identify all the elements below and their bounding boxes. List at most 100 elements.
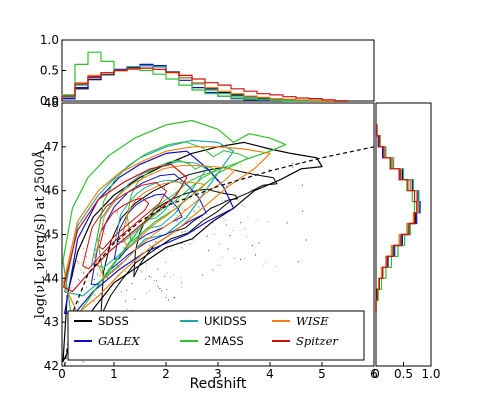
scatter-point-galex	[164, 275, 166, 277]
scatter-point-2mass	[218, 243, 220, 245]
scatter-point-sdss	[160, 206, 161, 208]
scatter-point-wise	[263, 265, 265, 266]
x-tick-label: 4	[266, 367, 274, 381]
contour-wise-2	[94, 165, 236, 280]
legend-label-wise: WISE	[296, 314, 329, 328]
contour-galex-2	[90, 173, 207, 285]
scatter-point-2mass	[170, 276, 172, 278]
scatter-point-ukidss	[150, 276, 152, 278]
scatter-point-2mass	[173, 297, 175, 299]
scatter-point-sdss	[305, 239, 307, 241]
scatter-point-wise	[181, 209, 183, 211]
contour-wise-1	[62, 146, 271, 314]
top-y-tick-label: 0.5	[40, 64, 59, 78]
scatter-point-ukidss	[218, 189, 220, 191]
scatter-point-ukidss	[213, 233, 215, 235]
scatter-point-galex	[123, 247, 125, 249]
scatter-point-galex	[155, 241, 157, 243]
scatter-point-galex	[94, 294, 96, 296]
scatter-point-galex	[93, 300, 95, 302]
scatter-point-wise	[104, 273, 106, 275]
scatter-point-spitzer	[77, 261, 79, 262]
scatter-point-wise	[240, 163, 242, 165]
scatter-point-spitzer	[158, 205, 160, 207]
scatter-point-spitzer	[83, 247, 85, 249]
scatter-point-wise	[244, 206, 246, 208]
scatter-point-galex	[196, 189, 197, 191]
scatter-point-galex	[198, 206, 200, 208]
scatter-point-2mass	[225, 219, 227, 221]
scatter-point-2mass	[207, 235, 208, 237]
scatter-point-sdss	[292, 166, 294, 168]
scatter-point-sdss	[268, 169, 270, 171]
x-tick-label: 1	[110, 367, 118, 381]
scatter-point-2mass	[221, 200, 223, 202]
scatter-point-wise	[81, 262, 83, 264]
scatter-point-galex	[202, 274, 203, 276]
scatter-point-wise	[190, 221, 192, 223]
contour-spitzer-3	[98, 197, 150, 250]
scatter-point-ukidss	[113, 259, 115, 261]
legend-label-galex: GALEX	[98, 334, 141, 348]
scatter-point-2mass	[216, 264, 218, 266]
top-hist-2mass	[61, 51, 348, 102]
scatter-point-sdss	[255, 254, 256, 256]
contour-sdss-2	[100, 166, 278, 317]
scatter-point-sdss	[240, 259, 242, 261]
scatter-point-2mass	[70, 287, 72, 289]
scatter-point-sdss	[286, 222, 288, 224]
scatter-point-sdss	[157, 286, 159, 288]
scatter-point-galex	[224, 199, 226, 201]
scatter-point-sdss	[78, 301, 80, 303]
scatter-point-wise	[265, 262, 267, 264]
scatter-point-sdss	[301, 184, 303, 186]
scatter-point-ukidss	[192, 239, 194, 241]
scatter-point-wise	[182, 207, 183, 209]
legend: SDSS UKIDSS WISE GALEX 2MASS Spitzer	[67, 310, 365, 361]
scatter-point-spitzer	[78, 280, 80, 282]
scatter-point-galex	[93, 279, 95, 280]
scatter-point-galex	[134, 298, 136, 300]
scatter-point-spitzer	[184, 209, 186, 210]
scatter-point-galex	[226, 185, 227, 187]
scatter-point-sdss	[297, 261, 299, 263]
scatter-point-spitzer	[125, 222, 127, 224]
scatter-point-ukidss	[214, 208, 216, 210]
scatter-point-2mass	[246, 236, 248, 238]
scatter-point-galex	[177, 210, 178, 212]
scatter-point-spitzer	[181, 282, 183, 284]
scatter-point-galex	[99, 274, 101, 276]
scatter-point-wise	[158, 249, 160, 251]
scatter-point-ukidss	[105, 224, 107, 226]
scatter-point-sdss	[240, 222, 242, 224]
scatter-point-galex	[64, 292, 66, 293]
legend-label-spitzer: Spitzer	[296, 334, 339, 348]
y-tick-label: 42	[44, 359, 59, 373]
scatter-point-2mass	[206, 236, 208, 237]
scatter-point-wise	[128, 213, 130, 215]
scatter-point-ukidss	[183, 184, 184, 186]
top-y-tick-label: 1.0	[40, 33, 59, 47]
scatter-point-spitzer	[84, 268, 86, 269]
scatter-point-sdss	[193, 210, 195, 212]
scatter-point-sdss	[83, 272, 85, 274]
scatter-point-wise	[238, 200, 240, 202]
contour-2mass-3	[126, 159, 217, 242]
scatter-point-ukidss	[78, 279, 80, 280]
scatter-point-galex	[164, 187, 165, 189]
scatter-point-galex	[216, 180, 218, 182]
scatter-point-wise	[146, 237, 148, 239]
scatter-point-sdss	[148, 275, 150, 277]
scatter-point-2mass	[184, 244, 186, 246]
scatter-point-wise	[180, 277, 182, 278]
scatter-point-sdss	[174, 297, 175, 298]
scatter-point-2mass	[256, 185, 258, 187]
x-tick-label: 5	[318, 367, 326, 381]
scatter-point-2mass	[267, 221, 269, 223]
scatter-point-sdss	[181, 231, 183, 233]
right-x-tick-label: 0.5	[394, 367, 413, 381]
scatter-point-wise	[161, 250, 163, 252]
scatter-point-spitzer	[141, 271, 143, 273]
legend-label-2mass: 2MASS	[204, 334, 244, 348]
